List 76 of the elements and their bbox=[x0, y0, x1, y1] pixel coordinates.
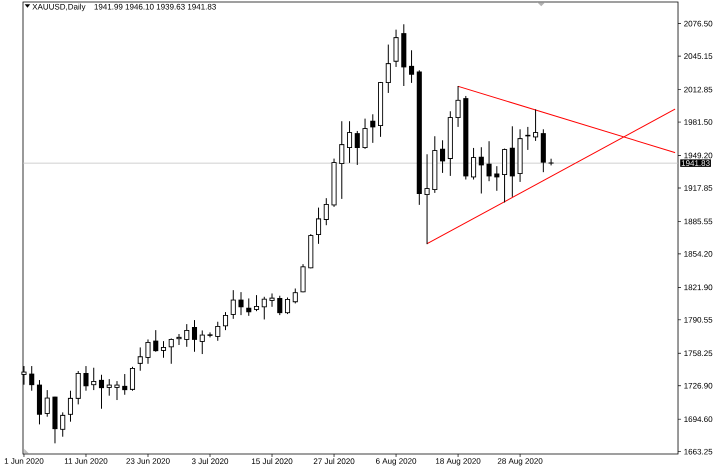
y-tick-label: 1821.90 bbox=[684, 284, 712, 290]
x-tick-label: 6 Aug 2020 bbox=[376, 458, 416, 466]
candlestick bbox=[262, 296, 267, 320]
y-tick-label: 1949.20 bbox=[684, 152, 712, 158]
candlestick bbox=[354, 130, 360, 166]
y-tick-label: 1981.50 bbox=[684, 119, 712, 125]
candlestick bbox=[200, 330, 205, 355]
x-tick-label: 23 Jun 2020 bbox=[126, 458, 170, 464]
candlestick bbox=[486, 140, 492, 182]
candlestick bbox=[394, 29, 399, 68]
candlestick bbox=[138, 346, 143, 372]
candlestick bbox=[525, 126, 530, 150]
candlestick bbox=[269, 292, 275, 308]
candlestick bbox=[44, 390, 50, 418]
y-tick-label: 1758.25 bbox=[684, 350, 712, 356]
x-tick-label: 1 Jun 2020 bbox=[4, 458, 44, 464]
candlestick bbox=[122, 374, 128, 396]
candlestick bbox=[106, 378, 112, 396]
ref-line-label: 1941.83 bbox=[682, 160, 710, 166]
candlestick bbox=[176, 334, 182, 346]
candlestick bbox=[277, 295, 282, 316]
candlestick bbox=[292, 288, 298, 304]
candlestick bbox=[230, 290, 236, 320]
y-tick-label: 1694.60 bbox=[684, 416, 712, 422]
candlestick bbox=[339, 120, 344, 200]
candlestick bbox=[130, 366, 136, 392]
y-tick-label: 1854.20 bbox=[684, 251, 712, 257]
candlestick bbox=[29, 366, 34, 392]
candlestick bbox=[153, 330, 158, 352]
candlestick bbox=[184, 324, 190, 348]
candlestick bbox=[386, 44, 391, 94]
candlestick bbox=[409, 50, 414, 84]
candlestick bbox=[238, 292, 244, 316]
candlestick bbox=[60, 412, 66, 438]
x-tick-label: 11 Jun 2020 bbox=[64, 458, 108, 464]
y-tick-label: 1663.25 bbox=[684, 448, 712, 454]
candlestick bbox=[145, 338, 151, 364]
candlestick bbox=[246, 298, 252, 316]
y-tick-label: 2076.50 bbox=[684, 20, 712, 26]
x-tick-label: 3 Jul 2020 bbox=[192, 458, 228, 464]
candlestick bbox=[370, 114, 376, 144]
candlestick bbox=[324, 198, 329, 226]
candlestick bbox=[424, 154, 430, 245]
candlestick bbox=[215, 321, 220, 342]
candlestick bbox=[91, 367, 96, 391]
candlestick bbox=[168, 338, 174, 364]
candlestick bbox=[68, 390, 74, 422]
candlestick bbox=[114, 380, 120, 401]
y-tick-label: 1790.55 bbox=[684, 316, 712, 323]
x-tick-label: 15 Jul 2020 bbox=[252, 458, 292, 464]
y-tick-label: 2045.15 bbox=[684, 53, 712, 59]
chart-title: XAUUSD,Daily bbox=[32, 4, 86, 12]
candlestick bbox=[471, 147, 476, 180]
candlestick bbox=[222, 312, 228, 331]
chart-subtitle: 1941.99 1946.10 1939.63 1941.83 bbox=[94, 4, 216, 10]
x-tick-label: 28 Aug 2020 bbox=[498, 458, 542, 466]
candlestick bbox=[160, 340, 166, 358]
candlestick bbox=[346, 120, 352, 164]
y-tick-label: 1726.90 bbox=[684, 382, 712, 389]
candlestick bbox=[533, 108, 538, 142]
candlestick bbox=[456, 85, 461, 128]
candlestick bbox=[362, 118, 368, 150]
candlestick bbox=[192, 320, 198, 352]
x-tick-label: 18 Aug 2020 bbox=[436, 458, 480, 466]
candlestick bbox=[98, 374, 104, 410]
x-tick-label: 27 Jul 2020 bbox=[314, 458, 354, 464]
candlestick bbox=[494, 166, 500, 192]
y-tick-label: 2012.85 bbox=[684, 86, 712, 92]
candlestick bbox=[440, 140, 446, 174]
candlestick bbox=[478, 146, 484, 194]
y-tick-label: 1917.85 bbox=[684, 185, 712, 191]
candlestick bbox=[254, 294, 260, 312]
candlestick bbox=[316, 207, 322, 244]
y-tick-label: 1885.55 bbox=[684, 218, 712, 224]
candlestick bbox=[284, 296, 290, 315]
candlestick bbox=[83, 366, 89, 392]
